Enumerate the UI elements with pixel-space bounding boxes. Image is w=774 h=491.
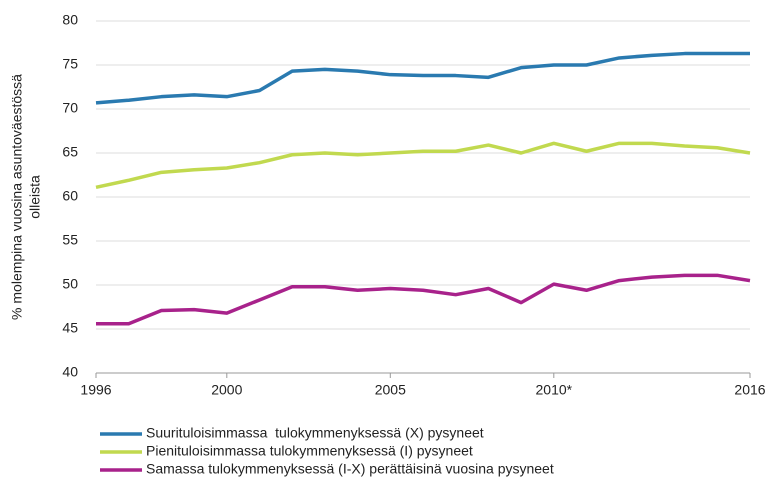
y-tick-label: 60 — [62, 188, 78, 204]
legend-label: Samassa tulokymmenyksessä (I-X) perättäi… — [146, 461, 554, 477]
series-line — [95, 141, 751, 190]
x-tick-label: 2000 — [211, 382, 242, 398]
series-line — [96, 273, 751, 326]
y-tick-label: 45 — [62, 320, 78, 336]
y-axis-label: % molempina vuosina asuntoväestössä — [9, 74, 25, 320]
y-axis-label: olleista — [27, 175, 43, 219]
y-tick-label: 70 — [62, 100, 78, 116]
y-tick-label: 55 — [62, 232, 78, 248]
legend-label: Suurituloisimmassa tulokymmenyksessä (X)… — [146, 425, 484, 441]
y-tick-label: 50 — [62, 276, 78, 292]
y-tick-label: 40 — [62, 364, 78, 380]
legend-label: Pienituloisimmassa tulokymmenyksessä (I)… — [146, 443, 473, 459]
y-tick-label: 80 — [62, 12, 78, 28]
y-tick-label: 75 — [62, 56, 78, 72]
series-line — [95, 51, 750, 105]
x-tick-label: 2016 — [734, 382, 765, 398]
x-tick-label: 2005 — [375, 382, 406, 398]
y-tick-label: 65 — [62, 144, 78, 160]
x-tick-label: 1996 — [80, 382, 111, 398]
x-tick-label: 2010* — [536, 382, 573, 398]
